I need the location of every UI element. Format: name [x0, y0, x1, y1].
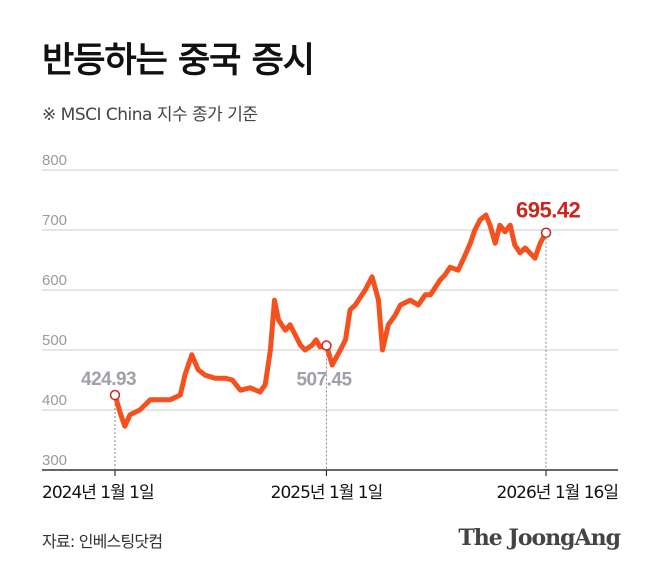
annotation-label: 424.93 [81, 369, 136, 390]
x-tick-label: 2026년 1월 16일 [497, 483, 618, 503]
x-tick-label: 2024년 1월 1일 [42, 483, 154, 503]
annotation-marker [321, 340, 332, 351]
y-tick-label: 700 [42, 212, 67, 229]
y-tick-label: 600 [42, 272, 67, 289]
y-tick-label: 500 [42, 332, 67, 349]
publisher-logo: The JoongAng [458, 525, 621, 551]
series-line [112, 212, 549, 429]
source-note: 자료: 인베스팅닷컴 [42, 532, 163, 551]
annotation-label: 507.45 [296, 370, 352, 391]
y-tick-label: 800 [42, 152, 67, 169]
annotation-label: 695.42 [516, 198, 581, 223]
chart-subtitle: ※ MSCI China 지수 종가 기준 [42, 105, 258, 125]
y-tick-label: 400 [42, 392, 67, 409]
x-tick-label: 2025년 1월 1일 [271, 483, 383, 503]
annotation-marker [540, 227, 552, 238]
annotation-marker [109, 389, 121, 401]
y-tick-label: 300 [42, 452, 67, 469]
chart-title: 반등하는 중국 증시 [42, 41, 315, 81]
